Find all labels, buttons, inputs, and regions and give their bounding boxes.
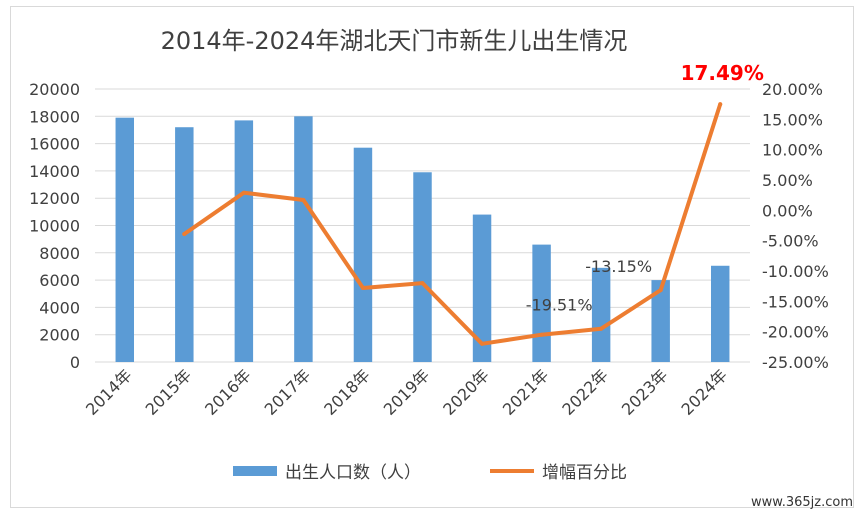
data-label: -19.51% — [526, 296, 593, 315]
data-label: -13.15% — [585, 257, 652, 276]
x-axis: 2014年 2015年 2016年 2017年 2018年 2019年 2020年 2021年… — [82, 365, 731, 419]
line-point — [480, 341, 485, 346]
chart-frame — [10, 6, 854, 508]
y-axis-left: 0 2000 4000 6000 8000 10000 12000 14000 16000 180… — [29, 80, 80, 372]
y-right-tick-label: 20.00% — [762, 80, 823, 99]
y-left-tick-label: 18000 — [29, 107, 80, 126]
bar — [591, 267, 611, 362]
legend-swatch-bar — [233, 466, 277, 476]
x-tick-label: 2018年 — [320, 365, 374, 419]
bar-series — [115, 116, 730, 363]
y-left-tick-label: 20000 — [29, 80, 80, 99]
line-point — [658, 288, 663, 293]
legend: 出生人口数（人） 增幅百分比 — [233, 463, 627, 483]
watermark-text: www.365jz.com — [751, 495, 853, 510]
data-label: 17.49% — [681, 61, 764, 85]
y-left-tick-label: 14000 — [29, 162, 80, 181]
y-left-tick-label: 6000 — [39, 271, 80, 290]
line-point — [182, 231, 187, 236]
bar — [472, 214, 492, 362]
y-left-tick-label: 2000 — [39, 326, 80, 345]
bar — [710, 265, 730, 362]
y-right-tick-label: 0.00% — [762, 201, 813, 220]
y-left-tick-label: 16000 — [29, 135, 80, 154]
x-tick-label: 2019年 — [380, 365, 434, 419]
y-right-tick-label: -10.00% — [762, 262, 829, 281]
x-tick-label: 2020年 — [439, 365, 493, 419]
gridlines — [95, 88, 750, 363]
data-labels: -19.51% -13.15% 17.49% — [526, 61, 764, 315]
y-right-tick-label: -5.00% — [762, 232, 819, 251]
bar — [353, 147, 373, 362]
x-tick-label: 2014年 — [82, 365, 136, 419]
y-axis-right: -25.00% -20.00% -15.00% -10.00% -5.00% 0.00% 5… — [762, 80, 829, 372]
line-point — [360, 285, 365, 290]
x-tick-label: 2015年 — [142, 365, 196, 419]
x-tick-label: 2017年 — [261, 365, 315, 419]
y-right-tick-label: -25.00% — [762, 353, 829, 372]
bar — [294, 116, 313, 362]
y-left-tick-label: 0 — [70, 353, 80, 372]
y-left-tick-label: 8000 — [39, 244, 80, 263]
chart-title: 2014年-2024年湖北天门市新生儿出生情况 — [161, 27, 628, 55]
y-right-tick-label: -20.00% — [762, 323, 829, 342]
line-point — [539, 332, 544, 337]
line-point — [599, 326, 604, 331]
y-left-tick-label: 10000 — [29, 217, 80, 236]
line-point — [301, 198, 306, 203]
line-point — [420, 281, 425, 286]
bar — [234, 120, 254, 363]
legend-label-bar: 出生人口数（人） — [285, 463, 421, 483]
line-point — [241, 190, 246, 195]
y-left-tick-label: 12000 — [29, 189, 80, 208]
y-right-tick-label: 5.00% — [762, 171, 813, 190]
x-tick-label: 2024年 — [678, 365, 732, 419]
y-right-tick-label: 10.00% — [762, 141, 823, 160]
x-tick-label: 2023年 — [618, 365, 672, 419]
x-tick-label: 2022年 — [558, 365, 612, 419]
y-right-tick-label: -15.00% — [762, 292, 829, 311]
y-left-tick-label: 4000 — [39, 298, 80, 317]
bar — [115, 117, 135, 362]
y-right-tick-label: 15.00% — [762, 110, 823, 129]
x-tick-label: 2021年 — [499, 365, 553, 419]
bar — [175, 127, 194, 362]
line-series-path — [182, 102, 723, 346]
legend-label-line: 增幅百分比 — [542, 463, 627, 483]
line-series — [182, 102, 723, 346]
bar — [413, 172, 432, 362]
line-point — [718, 102, 723, 107]
x-tick-label: 2016年 — [201, 365, 255, 419]
bar — [651, 280, 670, 362]
